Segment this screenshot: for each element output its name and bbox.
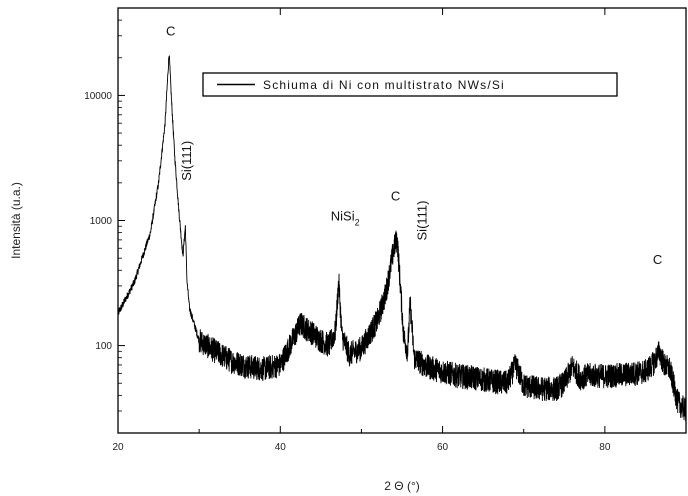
- x-tick-label-20: 20: [112, 442, 124, 453]
- y-tick-label-100: 100: [95, 341, 112, 352]
- peak-annotation-0: C: [166, 24, 175, 39]
- series-layer: [117, 55, 687, 423]
- legend-box: [202, 72, 618, 97]
- peak-annotation-2: NiSi2: [331, 209, 360, 228]
- peak-annotation-5: C: [653, 252, 662, 267]
- legend: Schiuma di Ni con multistrato NWs/Si: [202, 72, 618, 97]
- annotations-layer: C Si(111) NiSi2 C Si(111) C: [166, 24, 662, 267]
- peak-annotation-1: Si(111): [179, 141, 194, 181]
- y-tick-label-1000: 1000: [90, 216, 113, 227]
- x-axis-label: 2 Θ (°): [384, 479, 419, 493]
- x-tick-label-80: 80: [599, 442, 611, 453]
- axes-layer: 20 40 60 80 100 1000 10000: [84, 8, 611, 453]
- x-tick-label-60: 60: [437, 442, 449, 453]
- peak-annotation-3: C: [391, 188, 400, 203]
- y-tick-label-10000: 10000: [84, 91, 112, 102]
- y-axis-label: Intensità (u.a.): [9, 182, 23, 259]
- x-tick-label-40: 40: [275, 442, 287, 453]
- legend-entry-label: Schiuma di Ni con multistrato NWs/Si: [263, 78, 505, 92]
- series-line-0: [117, 55, 687, 423]
- annotation-subscript: 2: [355, 218, 360, 228]
- peak-annotation-4: Si(111): [414, 201, 429, 241]
